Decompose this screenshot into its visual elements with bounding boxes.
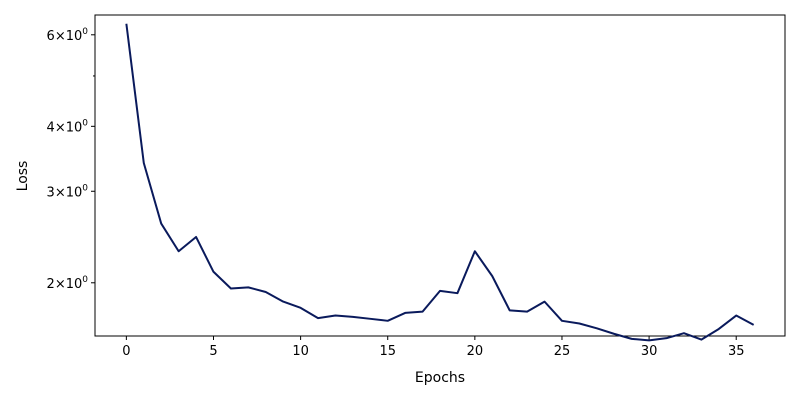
x-tick-label: 30 xyxy=(641,344,658,359)
plot-area xyxy=(94,14,786,337)
y-axis: 2×100 3×100 4×100 6×100 xyxy=(47,27,95,292)
y-tick-label: 6×100 xyxy=(47,27,89,44)
x-tick-label: 5 xyxy=(209,344,217,359)
y-tick-label: 4×100 xyxy=(47,118,89,135)
x-tick-label: 15 xyxy=(379,344,396,359)
x-tick-label: 0 xyxy=(122,344,130,359)
x-tick-label: 20 xyxy=(467,344,484,359)
y-tick-label: 2×100 xyxy=(47,275,89,292)
y-tick-label: 3×100 xyxy=(47,183,89,200)
x-axis-title: Epochs xyxy=(415,370,465,386)
x-tick-label: 35 xyxy=(728,344,745,359)
y-axis-title: Loss xyxy=(15,161,31,192)
loss-series-line xyxy=(125,23,755,342)
x-tick-label: 10 xyxy=(292,344,309,359)
x-axis: 0 5 10 15 20 25 30 35 xyxy=(122,336,744,359)
x-tick-label: 25 xyxy=(554,344,571,359)
